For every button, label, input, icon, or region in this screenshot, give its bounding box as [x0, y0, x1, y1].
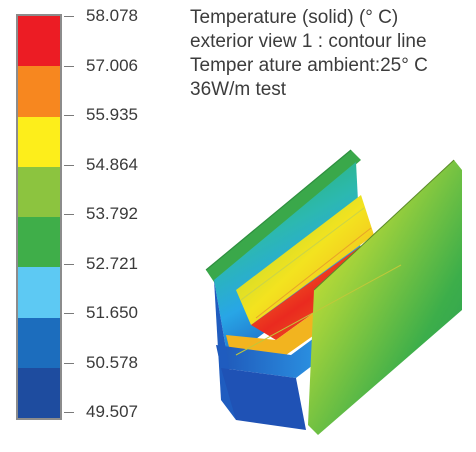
legend-tick-label: 51.650 [86, 303, 138, 322]
legend-tick [64, 263, 74, 265]
legend-tick [64, 313, 74, 314]
legend-tick-label: 55.935 [86, 105, 138, 124]
left-outer-wall [206, 150, 361, 285]
edge-line-front [313, 159, 455, 291]
legend-segment [18, 116, 60, 167]
legend-segment [18, 16, 60, 67]
title-line-4: 36W/m test [190, 79, 287, 100]
legend-tick-label: 57.006 [86, 55, 138, 75]
left-bottom-face [221, 368, 306, 430]
legend-segment [18, 66, 60, 117]
legend-tick [64, 16, 74, 17]
title-block: Temperature (solid) (° C) exterior view … [190, 6, 428, 102]
contour-line-2 [255, 227, 372, 319]
legend-tick-label: 53.792 [86, 204, 138, 223]
inner-left-wall [236, 195, 374, 325]
title-line-1: Temperature (solid) (° C) [190, 7, 399, 28]
edge-line-top [205, 149, 352, 271]
legend-tick-label: 52.721 [86, 253, 138, 273]
legend-tick [64, 65, 74, 67]
legend-tick-label: 50.578 [86, 352, 138, 372]
legend-tick-label: 54.864 [86, 154, 138, 174]
legend-tick [64, 115, 74, 116]
legend-tick-label: 58.078 [86, 6, 138, 25]
legend-segment [18, 317, 60, 368]
right-outer-panel [308, 160, 462, 435]
legend-segment [18, 267, 60, 318]
legend-tick [64, 412, 74, 413]
contour-line-3 [235, 264, 402, 356]
legend-tick [64, 214, 74, 215]
title-line-3: Temper ature ambient:25° C [190, 55, 428, 76]
legend-tick [64, 164, 74, 166]
legend-segment [18, 217, 60, 268]
color-legend-bar [16, 14, 62, 420]
contour-line-1 [240, 207, 365, 301]
legend-tick-label: 49.507 [86, 402, 138, 421]
legend-tick [64, 362, 74, 364]
title-line-2: exterior view 1 : contour line [190, 31, 427, 52]
legend-segment [18, 166, 60, 217]
thermal-model-3d [205, 149, 462, 435]
legend-segment [18, 367, 60, 418]
